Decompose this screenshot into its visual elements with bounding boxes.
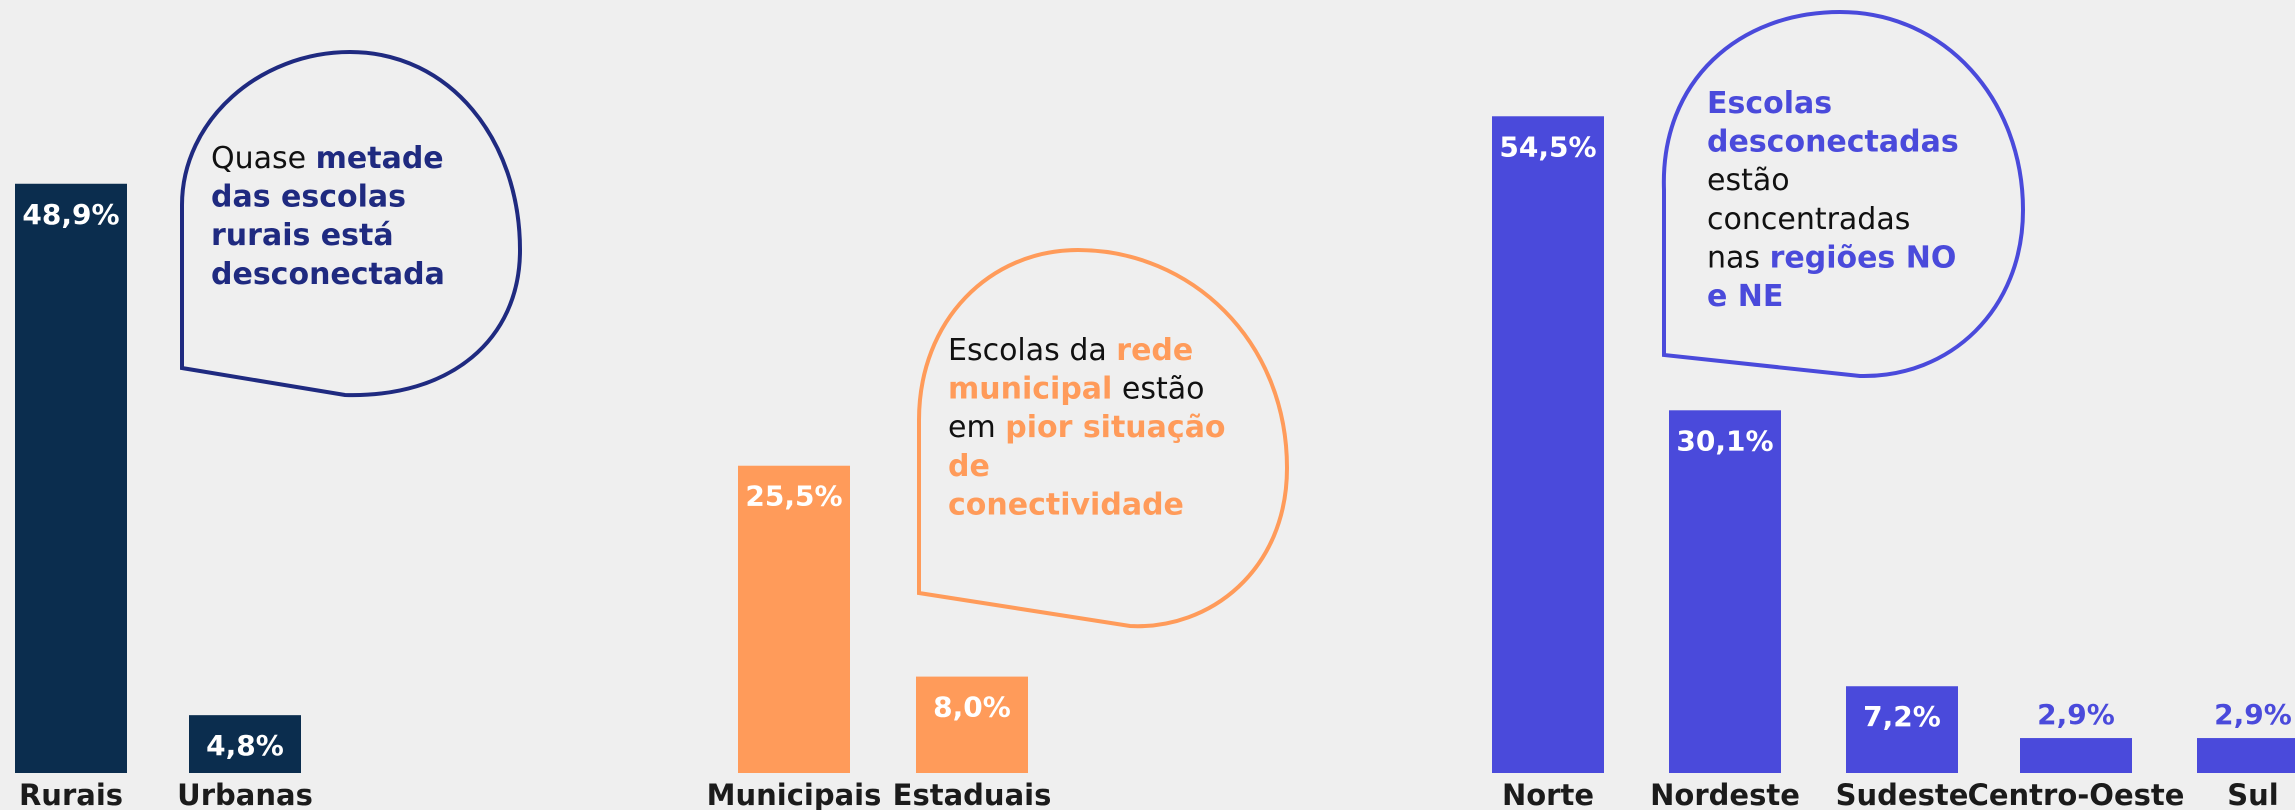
bar (2197, 738, 2295, 773)
x-tick-label: Nordeste (1650, 778, 1800, 810)
annotation-text: regiões NO (1770, 240, 1957, 275)
value-label: 2,9% (2037, 698, 2115, 731)
bar (189, 715, 301, 773)
x-tick-label: Urbanas (177, 778, 313, 810)
speech-bubble (917, 247, 1290, 629)
annotation-text: rede (1116, 333, 1193, 368)
bar (738, 465, 850, 773)
annotation-text: Escolas (1707, 86, 1832, 121)
annotation: Quase metade das escolas rurais está descon… (211, 141, 445, 292)
x-tick-label: Sudeste (1836, 778, 1969, 810)
annotation-text: em (948, 410, 1005, 445)
value-label: 48,9% (22, 198, 119, 231)
x-tick-label: Norte (1502, 778, 1594, 810)
annotation: Escolas da rede municipal estão em pior si… (948, 333, 1226, 522)
annotation-text: desconectadas (1707, 125, 1959, 160)
bar (1846, 686, 1958, 773)
annotation-text: das escolas (211, 180, 406, 215)
value-label: 54,5% (1499, 130, 1596, 163)
annotation: Escolas desconectadas estão concentradas nas… (1707, 86, 1959, 314)
speech-bubble (180, 49, 523, 398)
annotation-text: municipal (948, 372, 1112, 407)
annotation-text: metade (316, 141, 444, 176)
annotation-text: pior situação (1005, 410, 1225, 445)
value-label: 7,2% (1863, 700, 1941, 733)
annotation-text: rurais está (211, 218, 394, 253)
annotation-text: e NE (1707, 279, 1783, 314)
value-label: 2,9% (2214, 698, 2292, 731)
annotation-text: conectividade (948, 487, 1184, 522)
annotation-text: estão (1707, 163, 1790, 198)
bar (15, 183, 127, 773)
annotation-text: nas (1707, 240, 1770, 275)
annotation-text: concentradas (1707, 202, 1910, 237)
speech-bubble (1661, 9, 2026, 379)
value-label: 8,0% (933, 691, 1011, 724)
x-tick-label: Centro-Oeste (1968, 778, 2185, 810)
bar (1492, 116, 1604, 773)
x-tick-label: Rurais (19, 778, 123, 810)
bar (916, 676, 1028, 773)
annotation-text: de (948, 449, 990, 484)
value-label: 4,8% (206, 729, 284, 762)
annotation-text: estão (1112, 372, 1204, 407)
bar (1669, 410, 1781, 773)
value-label: 25,5% (745, 480, 842, 513)
bar (2020, 738, 2132, 773)
annotation-text: Escolas da (948, 333, 1116, 368)
x-tick-label: Estaduais (893, 778, 1052, 810)
x-tick-label: Sul (2227, 778, 2278, 810)
annotation-text: desconectada (211, 257, 445, 292)
x-tick-label: Municipais (707, 778, 882, 810)
annotation-text: Quase (211, 141, 316, 176)
value-label: 30,1% (1676, 424, 1773, 457)
